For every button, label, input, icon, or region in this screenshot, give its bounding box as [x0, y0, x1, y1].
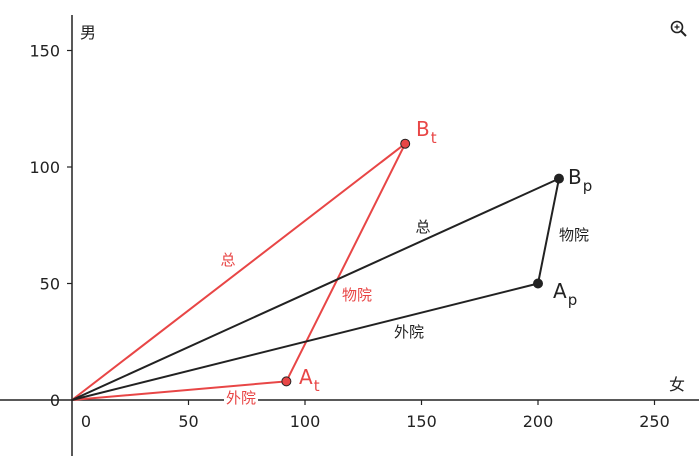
point-Bp[interactable] [553, 173, 564, 184]
segment-label-bg [224, 389, 258, 407]
zoom-in-icon[interactable] [669, 19, 689, 39]
point-label-At: At [299, 365, 320, 395]
segment-label-black-outpatient: 外院 [394, 323, 424, 341]
x-axis-label: 女 [669, 375, 685, 394]
x-tick-label: 0 [81, 412, 91, 431]
segment-label-red-total: 总 [220, 251, 235, 269]
y-tick-label: 50 [40, 275, 60, 294]
point-label-Bp: Bp [568, 165, 592, 195]
point-label-Ap: Ap [553, 279, 577, 309]
segment-black-physics[interactable] [537, 177, 560, 285]
segment-black-outpatient[interactable] [71, 282, 539, 401]
x-tick-label: 100 [290, 412, 321, 431]
segment-label-red-physics: 物院 [342, 286, 372, 304]
point-label-Bt: Bt [416, 117, 437, 147]
segment-label-red-outpatient: 外院 [226, 389, 256, 407]
segment-red-outpatient[interactable] [71, 380, 288, 401]
segment-label-black-physics: 物院 [559, 226, 589, 244]
point-At[interactable] [281, 376, 292, 387]
y-tick-label: 100 [29, 158, 60, 177]
segment-black-total[interactable] [71, 177, 560, 401]
point-Bt[interactable] [400, 138, 411, 149]
segment-label-black-total: 总 [415, 218, 430, 236]
x-tick-label: 50 [178, 412, 198, 431]
y-axis-label: 男 [80, 23, 96, 42]
x-tick-label: 200 [523, 412, 554, 431]
segment-red-total[interactable] [71, 142, 407, 401]
segment-red-physics[interactable] [285, 142, 407, 383]
x-tick-label: 150 [406, 412, 437, 431]
x-tick-label: 250 [639, 412, 670, 431]
y-tick-label: 0 [50, 391, 60, 410]
point-Ap[interactable] [533, 278, 543, 289]
y-tick-label: 150 [29, 42, 60, 61]
